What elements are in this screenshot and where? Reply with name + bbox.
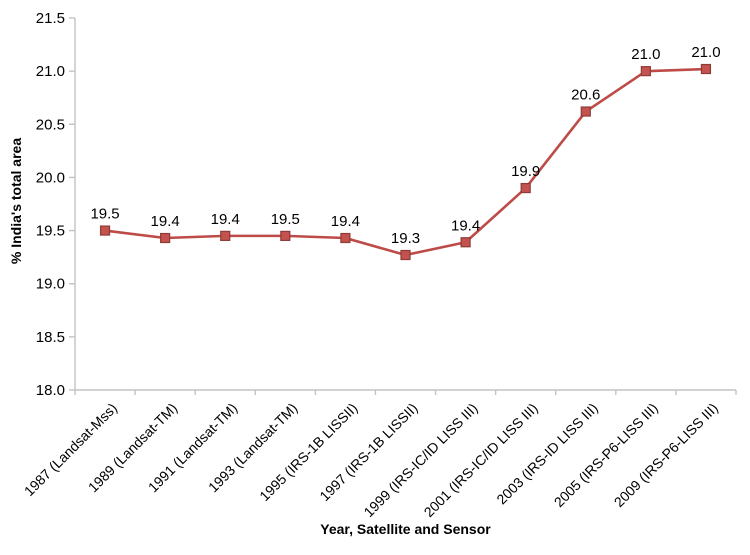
y-tick-label: 20.5 bbox=[36, 116, 65, 133]
data-point-label: 19.4 bbox=[331, 213, 360, 230]
data-point-marker bbox=[340, 232, 351, 244]
data-point-label: 19.4 bbox=[211, 211, 240, 228]
y-tick-label: 21.5 bbox=[36, 10, 65, 27]
y-tick-label: 19.0 bbox=[36, 276, 65, 293]
data-point-label: 19.9 bbox=[511, 163, 540, 180]
x-tick-label: 1997 (IRS-1B LISSII) bbox=[316, 400, 420, 504]
x-axis-title: Year, Satellite and Sensor bbox=[320, 521, 491, 537]
x-tick-label: 2005 (IRS-P6-LISS III) bbox=[551, 400, 661, 510]
data-point-marker bbox=[220, 230, 231, 241]
data-point-marker bbox=[160, 232, 171, 244]
data-point-marker bbox=[99, 225, 111, 236]
data-point-marker bbox=[580, 106, 591, 117]
data-point-marker bbox=[460, 237, 471, 248]
data-point-marker bbox=[700, 63, 712, 75]
data-point-label: 21.0 bbox=[691, 44, 720, 61]
data-point-label: 19.3 bbox=[391, 230, 420, 247]
y-tick-label: 21.0 bbox=[36, 63, 65, 80]
data-point-label: 20.6 bbox=[571, 87, 600, 104]
y-tick-label: 18.5 bbox=[36, 329, 65, 346]
x-tick-label: 1999 (IRS-IC/ID LISS III) bbox=[360, 400, 480, 520]
x-tick-label: 1995 (IRS-1B LISSII) bbox=[256, 400, 360, 504]
data-point-label: 19.4 bbox=[151, 213, 180, 230]
y-tick-label: 19.5 bbox=[36, 223, 65, 240]
data-point-marker bbox=[280, 230, 291, 241]
data-point-label: 19.5 bbox=[90, 206, 119, 223]
x-tick-label: 2001 (IRS-IC/ID LISS III) bbox=[421, 400, 541, 520]
y-tick-label: 18.0 bbox=[36, 382, 65, 399]
data-point-marker bbox=[400, 249, 411, 261]
y-axis-title: % India's total area bbox=[8, 137, 24, 265]
data-point-label: 19.5 bbox=[271, 211, 300, 228]
data-point-marker bbox=[640, 66, 651, 77]
data-point-label: 21.0 bbox=[631, 46, 660, 63]
x-tick-label: 2003 (IRS-ID LISS III) bbox=[493, 400, 601, 508]
x-tick-label: 2009 (IRS-P6-LISS III) bbox=[611, 400, 721, 510]
data-point-label: 19.4 bbox=[451, 217, 480, 234]
data-point-marker bbox=[520, 182, 531, 194]
series-line bbox=[103, 67, 708, 257]
y-tick-label: 20.0 bbox=[36, 169, 65, 186]
